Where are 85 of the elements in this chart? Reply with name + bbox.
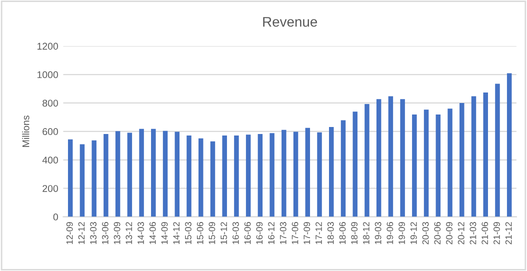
bar — [92, 140, 96, 217]
bar — [329, 127, 334, 217]
bar — [471, 96, 476, 217]
x-tick-label: 21-12 — [505, 222, 512, 244]
bar — [104, 134, 108, 217]
bar — [258, 134, 263, 217]
x-tick-label: 13-03 — [90, 222, 97, 244]
x-tick-label: 13-09 — [114, 222, 120, 244]
x-tick-label: 15-06 — [196, 222, 204, 244]
bar — [293, 132, 298, 217]
x-tick-label: 12-09 — [66, 222, 73, 244]
bar — [151, 128, 156, 217]
x-tick-label: 14-09 — [161, 222, 168, 244]
x-tick-label: 15-03 — [185, 222, 192, 244]
bar — [352, 112, 358, 217]
x-tick-label: 15-09 — [208, 222, 216, 244]
x-tick-label: 17-09 — [304, 222, 310, 244]
x-tick-label: 16-03 — [232, 222, 239, 244]
x-tick-label: 13-06 — [102, 222, 108, 244]
x-tick-label: 14-06 — [149, 222, 156, 244]
bar — [506, 73, 512, 217]
x-tick-label: 18-12 — [363, 222, 370, 244]
x-tick-label: 17-12 — [316, 222, 322, 244]
bar — [388, 96, 394, 217]
bar — [376, 99, 382, 217]
bar — [68, 139, 73, 217]
chart-title: Revenue — [263, 17, 318, 27]
bar — [139, 128, 144, 217]
x-tick-label: 20-09 — [446, 222, 452, 244]
bar — [186, 136, 192, 217]
x-tick-label: 17-03 — [280, 222, 286, 244]
bar — [317, 132, 322, 217]
x-tick-label: 12-12 — [78, 222, 85, 244]
x-tick-label: 18-06 — [339, 222, 346, 244]
bar — [246, 134, 251, 217]
y-tick-label: 1000 — [37, 71, 58, 78]
y-tick-label: 400 — [42, 156, 58, 164]
bar — [127, 132, 132, 217]
y-tick-label: 0 — [53, 214, 58, 220]
bar — [400, 99, 405, 217]
y-tick-label: 600 — [42, 128, 58, 136]
x-tick-label: 19-09 — [398, 222, 405, 244]
x-tick-label: 16-09 — [256, 222, 263, 244]
x-tick-label: 13-12 — [126, 222, 132, 244]
x-tick-label: 17-06 — [292, 222, 298, 244]
bar — [115, 131, 120, 217]
bar — [460, 102, 464, 217]
bar — [412, 114, 417, 217]
bar — [448, 108, 452, 217]
x-tick-label: 20-03 — [422, 222, 429, 244]
bar — [364, 104, 370, 217]
bar — [305, 128, 310, 217]
bar — [495, 84, 500, 217]
bar — [234, 136, 239, 217]
x-tick-label: 15-12 — [220, 222, 228, 244]
x-tick-label: 21-03 — [470, 222, 476, 244]
y-tick-label: 800 — [42, 100, 58, 107]
bar — [80, 144, 85, 217]
x-tick-label: 16-12 — [268, 222, 274, 244]
y-tick-label: 200 — [42, 185, 58, 192]
bar — [436, 114, 441, 217]
x-tick-label: 18-09 — [351, 222, 358, 244]
x-tick-label: 19-06 — [386, 222, 394, 244]
x-tick-label: 19-03 — [374, 222, 382, 244]
bar — [282, 130, 286, 217]
x-tick-label: 18-03 — [327, 222, 334, 244]
y-tick-label: 1200 — [37, 42, 58, 50]
bar — [174, 132, 180, 217]
bar — [424, 110, 429, 217]
x-tick-label: 16-06 — [244, 222, 251, 244]
bar — [483, 92, 488, 217]
x-tick-label: 14-12 — [173, 222, 180, 244]
bar — [222, 136, 227, 217]
x-tick-label: 20-12 — [458, 222, 464, 244]
bar — [270, 133, 274, 217]
x-tick-label: 21-09 — [494, 222, 500, 244]
bar — [162, 130, 168, 217]
x-tick-label: 20-06 — [434, 222, 441, 244]
x-tick-label: 19-12 — [410, 222, 417, 244]
bar — [340, 120, 346, 217]
bar — [210, 141, 216, 217]
x-tick-label: 21-06 — [482, 222, 488, 244]
x-tick-label: 14-03 — [138, 222, 144, 244]
y-axis-title: Millions — [22, 116, 30, 147]
bar — [198, 138, 204, 217]
